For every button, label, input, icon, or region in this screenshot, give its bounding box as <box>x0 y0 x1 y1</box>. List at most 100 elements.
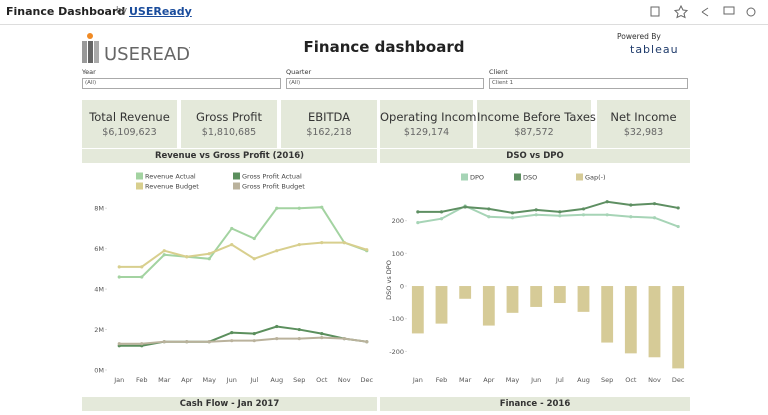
point <box>297 327 301 332</box>
bar <box>553 286 566 304</box>
point <box>510 211 515 215</box>
filter-dropdown[interactable]: Client 1 <box>489 78 688 89</box>
kpi-label: EBITDA <box>307 110 351 124</box>
powered-by: Powered By <box>617 32 661 41</box>
x-tick-label: Dec <box>672 376 685 384</box>
settings-icon[interactable] <box>746 7 756 17</box>
legend-label: DPO <box>470 174 484 182</box>
y-tick-label: 0M <box>94 367 104 375</box>
comment-icon[interactable] <box>723 6 735 15</box>
point <box>365 340 369 344</box>
point <box>230 226 234 231</box>
legend-label: Gross Profit Actual <box>242 173 302 181</box>
x-tick-label: Apr <box>181 376 193 384</box>
x-tick-label: Mar <box>459 376 472 384</box>
x-tick-label: Jun <box>530 376 541 384</box>
point <box>534 208 538 212</box>
point <box>342 241 346 245</box>
legend-swatch <box>514 173 521 181</box>
point <box>320 205 324 209</box>
copy-icon[interactable] <box>650 6 660 17</box>
filter-dropdown[interactable]: (All) <box>82 78 281 89</box>
legend-label: Revenue Actual <box>145 173 196 181</box>
point <box>140 342 144 346</box>
y-tick-label: -200 <box>389 348 404 356</box>
by: by <box>116 6 128 16</box>
top-bar: Finance Dashboard by USEReady <box>0 0 768 25</box>
kpi-label: Gross Profit <box>195 110 263 124</box>
filter-dropdown[interactable]: (All) <box>286 78 484 89</box>
point <box>207 257 211 261</box>
bar <box>435 286 448 324</box>
point <box>463 205 467 209</box>
point <box>230 330 234 335</box>
point <box>320 336 324 340</box>
bar <box>624 286 637 354</box>
point <box>676 224 680 229</box>
section-header: DSO vs DPO <box>380 149 690 163</box>
point <box>117 275 121 279</box>
point <box>252 236 256 241</box>
point <box>581 213 586 217</box>
bar <box>411 286 424 334</box>
x-tick-label: Jul <box>555 376 564 384</box>
y-tick-label: 2M <box>94 326 104 334</box>
page-title: Finance Dashboard <box>6 5 126 18</box>
legend-label: Gross Profit Budget <box>242 183 305 191</box>
legend-swatch <box>461 173 468 181</box>
x-tick-label: Dec <box>360 376 373 384</box>
point <box>252 257 256 261</box>
legend-swatch <box>233 172 240 180</box>
legend-label: Revenue Budget <box>145 183 199 191</box>
x-tick-label: Sep <box>293 376 305 384</box>
share-icon[interactable] <box>701 7 709 17</box>
point <box>439 217 444 221</box>
y-axis-title: DSO vs DPO <box>385 260 393 300</box>
x-tick-label: May <box>203 376 217 384</box>
filter-label: Year <box>82 68 96 76</box>
kpi-card: Income Before Taxes $87,572 <box>477 100 596 148</box>
legend-swatch <box>136 172 143 180</box>
point <box>297 337 301 341</box>
kpi-value: $6,109,623 <box>102 127 157 138</box>
point <box>342 337 346 341</box>
kpi-value: $1,810,685 <box>201 127 257 138</box>
dashboard-title: Finance dashboard <box>303 38 465 56</box>
legend-swatch <box>136 182 143 190</box>
point <box>558 210 562 214</box>
kpi-label: Net Income <box>610 110 677 124</box>
star-icon[interactable] <box>673 5 689 19</box>
x-tick-label: Oct <box>625 376 637 384</box>
point <box>297 206 301 210</box>
x-tick-label: Nov <box>648 376 661 384</box>
point <box>629 215 633 219</box>
kpi-card: Gross Profit $1,810,685 <box>181 100 277 148</box>
line <box>119 336 367 345</box>
legend-swatch <box>576 173 583 181</box>
point <box>416 221 420 225</box>
author-link[interactable]: USEReady <box>129 5 192 18</box>
point <box>487 207 491 211</box>
point <box>297 243 301 247</box>
point <box>275 324 279 329</box>
point <box>252 339 256 343</box>
y-tick-label: 6M <box>94 245 104 253</box>
point <box>581 207 586 211</box>
x-tick-label: May <box>506 376 520 384</box>
point <box>365 248 369 252</box>
point <box>320 241 324 245</box>
point <box>275 249 279 253</box>
legend-label: Gap(-) <box>585 174 606 182</box>
line <box>119 241 368 268</box>
point <box>558 214 562 218</box>
y-tick-label: -100 <box>389 315 404 323</box>
y-tick-label: 200 <box>392 217 404 225</box>
x-tick-label: Jun <box>226 376 237 384</box>
point <box>162 340 166 344</box>
x-tick-label: Aug <box>270 376 283 384</box>
point <box>140 265 144 269</box>
point <box>275 206 279 210</box>
x-tick-label: Jan <box>113 376 124 384</box>
point <box>439 210 444 214</box>
